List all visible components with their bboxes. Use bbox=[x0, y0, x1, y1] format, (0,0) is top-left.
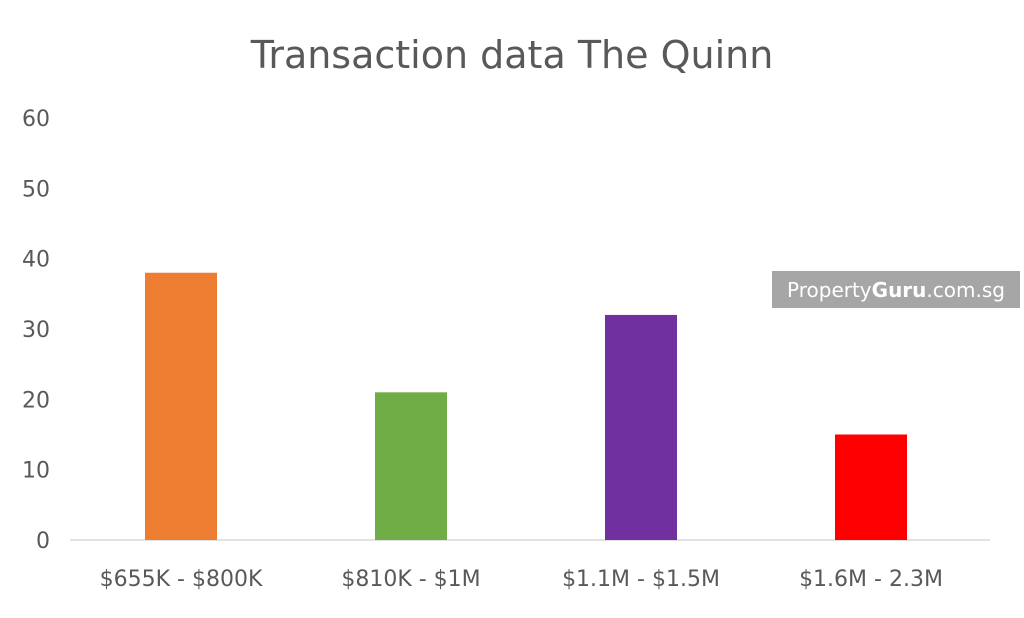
y-tick-label: 30 bbox=[22, 318, 50, 343]
watermark-bold: Guru bbox=[872, 278, 927, 302]
bar bbox=[145, 272, 217, 540]
y-tick-label: 40 bbox=[22, 248, 50, 273]
watermark-text: PropertyGuru.com.sg bbox=[787, 278, 1005, 302]
y-tick-label: 20 bbox=[22, 388, 50, 413]
bar bbox=[605, 314, 677, 540]
bars-group bbox=[145, 272, 907, 540]
y-tick-label: 0 bbox=[36, 529, 50, 554]
x-tick-label: $810K - $1M bbox=[341, 567, 480, 592]
y-tick-label: 60 bbox=[22, 107, 50, 132]
bar bbox=[375, 392, 447, 540]
propertyguru-watermark: PropertyGuru.com.sg bbox=[772, 271, 1020, 308]
watermark-background bbox=[772, 271, 1020, 308]
y-tick-label: 10 bbox=[22, 459, 50, 484]
bar bbox=[835, 434, 907, 540]
y-axis: 0 10 20 30 40 50 60 bbox=[22, 107, 50, 554]
x-axis: $655K - $800K $810K - $1M $1.1M - $1.5M $1.… bbox=[100, 567, 943, 592]
y-tick-label: 50 bbox=[22, 177, 50, 202]
watermark-suffix: .com.sg bbox=[926, 278, 1005, 302]
x-tick-label: $1.1M - $1.5M bbox=[562, 567, 720, 592]
chart-title: Transaction data The Quinn bbox=[250, 33, 774, 77]
x-tick-label: $1.6M - 2.3M bbox=[799, 567, 943, 592]
watermark-prefix: Property bbox=[787, 278, 872, 302]
x-tick-label: $655K - $800K bbox=[100, 567, 263, 592]
